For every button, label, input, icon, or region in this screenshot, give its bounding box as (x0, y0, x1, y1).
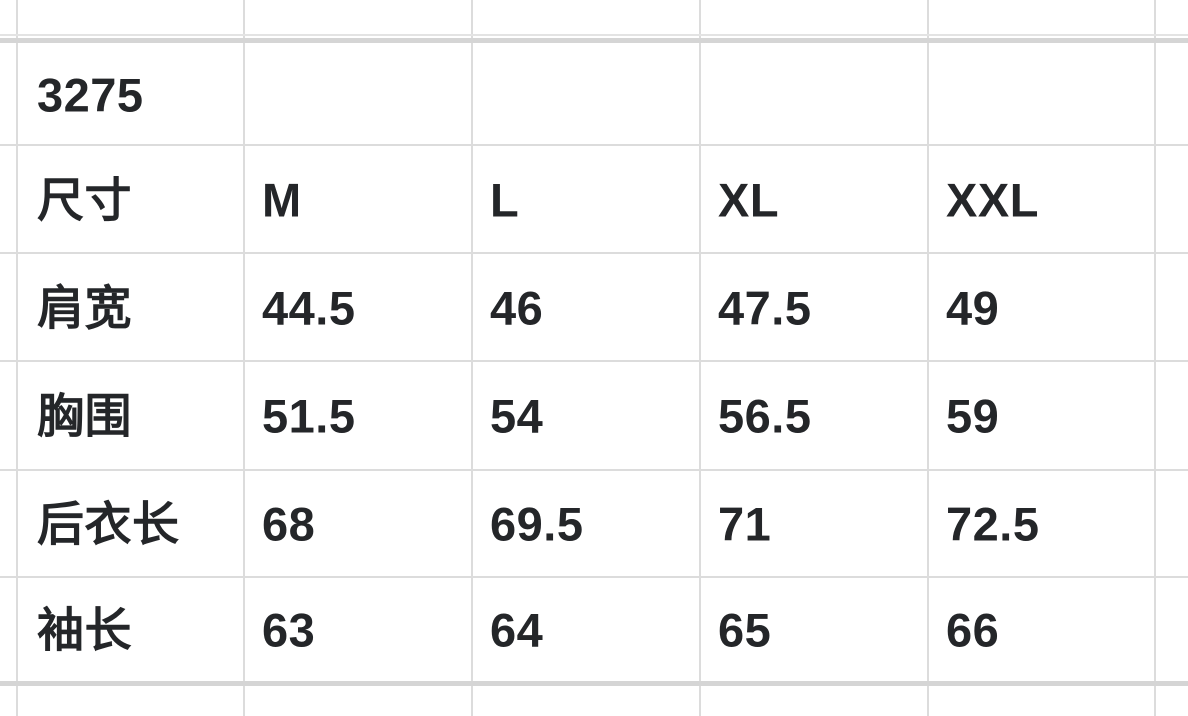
grid-hline-after-chest-row (0, 469, 1188, 471)
chest-xl-cell: 56.5 (718, 389, 812, 443)
grid-hline-top-border (0, 38, 1188, 43)
size-l-cell: L (490, 172, 520, 226)
shoulder-width-m-cell: 44.5 (262, 280, 356, 334)
table-row-product-code: 3275 (0, 44, 1188, 144)
back-length-xxl-cell: 72.5 (946, 497, 1040, 551)
grid-vline-col4-col5 (927, 0, 929, 716)
size-xl-cell: XL (718, 172, 780, 226)
back-length-l-cell: 69.5 (490, 497, 584, 551)
product-code-cell: 3275 (37, 68, 144, 122)
sleeve-length-m-cell: 63 (262, 603, 316, 657)
table-row-chest: 胸围 51.5 54 56.5 59 (0, 362, 1188, 468)
grid-vline-left-sliver (16, 0, 18, 716)
grid-hline-after-back-length-row (0, 576, 1188, 578)
grid-vline-col3-col4 (699, 0, 701, 716)
shoulder-width-xl-cell: 47.5 (718, 280, 812, 334)
shoulder-width-xxl-cell: 49 (946, 280, 1000, 334)
grid-hline-after-size-row (0, 252, 1188, 254)
size-xxl-cell: XXL (946, 172, 1039, 226)
size-label-cell: 尺寸 (37, 172, 132, 226)
chest-label: 胸围 (37, 389, 132, 443)
back-length-m-cell: 68 (262, 497, 316, 551)
sleeve-length-xl-cell: 65 (718, 603, 772, 657)
table-row-sizes: 尺寸 M L XL XXL (0, 146, 1188, 251)
back-length-label: 后衣长 (37, 497, 180, 551)
table-row-sleeve-length: 袖长 63 64 65 66 (0, 578, 1188, 680)
grid-hline-after-shoulder-row (0, 360, 1188, 362)
shoulder-width-label: 肩宽 (37, 280, 132, 334)
grid-vline-col1-col2 (243, 0, 245, 716)
table-row-back-length: 后衣长 68 69.5 71 72.5 (0, 471, 1188, 575)
sleeve-length-label: 袖长 (37, 603, 132, 657)
chest-l-cell: 54 (490, 389, 544, 443)
shoulder-width-l-cell: 46 (490, 280, 544, 334)
grid-vline-col2-col3 (471, 0, 473, 716)
chest-xxl-cell: 59 (946, 389, 1000, 443)
back-length-xl-cell: 71 (718, 497, 772, 551)
grid-hline-top-thin (0, 34, 1188, 36)
sleeve-length-l-cell: 64 (490, 603, 544, 657)
grid-hline-after-product-row (0, 144, 1188, 146)
table-row-shoulder-width: 肩宽 44.5 46 47.5 49 (0, 254, 1188, 359)
size-m-cell: M (262, 172, 302, 226)
chest-m-cell: 51.5 (262, 389, 356, 443)
grid-hline-bottom-border (0, 681, 1188, 686)
grid-vline-right-sliver (1154, 0, 1156, 716)
sleeve-length-xxl-cell: 66 (946, 603, 1000, 657)
